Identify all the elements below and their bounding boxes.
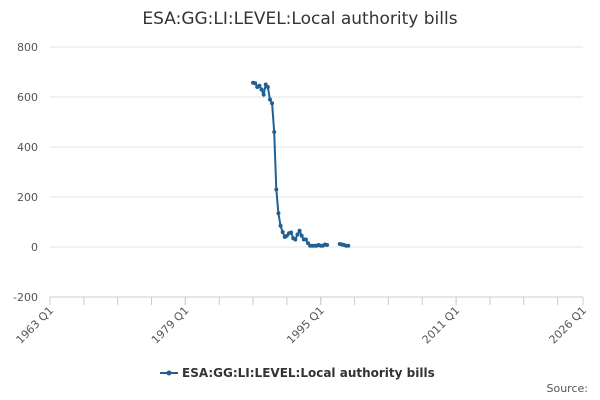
data-point <box>259 87 264 92</box>
data-point <box>293 237 298 242</box>
x-tick-label: 1979 Q1 <box>149 304 192 347</box>
data-point <box>265 85 270 89</box>
y-tick-label: -200 <box>13 291 38 304</box>
y-tick-label: 800 <box>17 41 38 54</box>
data-point <box>280 230 285 234</box>
y-tick-label: 600 <box>17 91 38 104</box>
y-tick-label: 200 <box>17 191 38 204</box>
data-point <box>261 92 266 97</box>
x-tick-label: 2011 Q1 <box>420 304 463 347</box>
data-point <box>267 97 272 102</box>
y-tick-label: 400 <box>17 141 38 154</box>
y-tick-label: 0 <box>31 241 38 254</box>
data-point <box>299 233 304 238</box>
data-point <box>253 81 258 86</box>
data-point <box>346 243 351 248</box>
data-point <box>276 211 281 216</box>
data-point <box>289 230 294 235</box>
data-point <box>295 232 300 237</box>
data-point <box>325 243 330 247</box>
source: Source: <box>547 382 589 395</box>
legend-marker <box>166 370 172 376</box>
chart-title: ESA:GG:LI:LEVEL:Local authority bills <box>142 9 457 29</box>
data-point <box>278 223 283 228</box>
x-tick-label: 1963 Q1 <box>14 304 57 347</box>
data-point <box>303 237 308 242</box>
data-point <box>257 83 262 88</box>
data-point <box>274 187 279 192</box>
x-tick-label: 1995 Q1 <box>284 304 327 347</box>
data-point <box>297 228 302 233</box>
x-tick-label: 2026 Q1 <box>547 304 590 347</box>
legend-label: ESA:GG:LI:LEVEL:Local authority bills <box>182 366 435 380</box>
series-line <box>252 81 328 247</box>
data-point <box>270 101 275 106</box>
data-point <box>272 130 277 134</box>
